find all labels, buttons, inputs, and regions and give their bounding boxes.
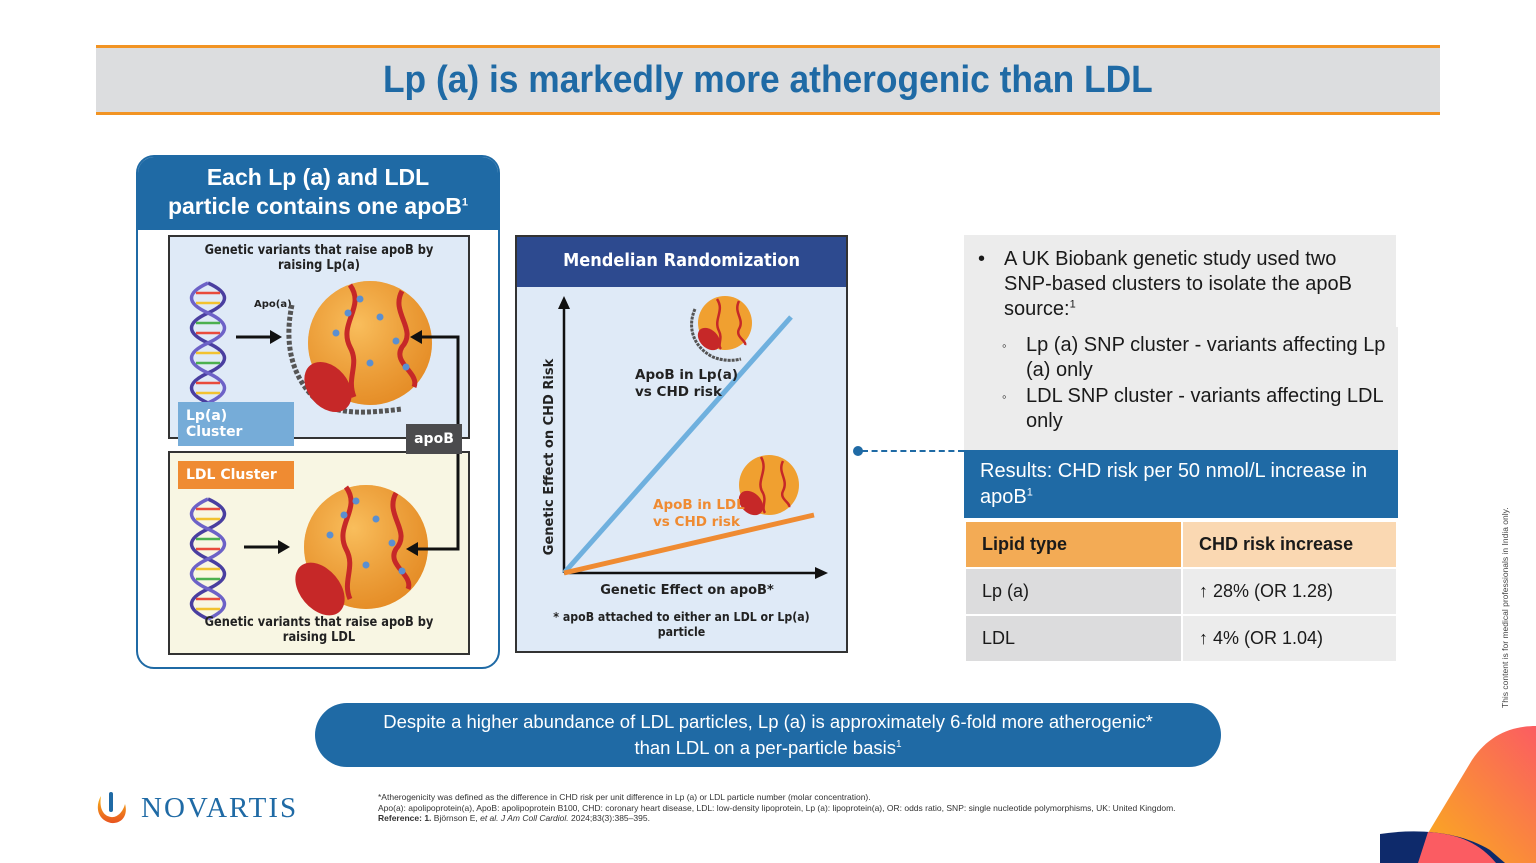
list-item: ◦ LDL SNP cluster - variants affecting L… bbox=[1002, 384, 1392, 434]
ldl-particle-icon bbox=[738, 455, 799, 516]
conclusion-line1: Despite a higher abundance of LDL partic… bbox=[383, 711, 1153, 732]
lpa-line-label-1: ApoB in Lp(a) bbox=[635, 367, 738, 383]
sub-bullet-icon: ◦ bbox=[1002, 338, 1007, 353]
conclusion-banner: Despite a higher abundance of LDL partic… bbox=[315, 703, 1221, 767]
ldl-line-label-2: vs CHD risk bbox=[653, 514, 741, 530]
results-header: Results: CHD risk per 50 nmol/L increase… bbox=[964, 450, 1398, 518]
table-row: LDL ↑ 4% (OR 1.04) bbox=[964, 614, 1398, 663]
cell-risk: ↑ 28% (OR 1.28) bbox=[1181, 567, 1398, 616]
apob-particle-panel: Each Lp (a) and LDL particle contains on… bbox=[136, 155, 500, 669]
study-bullet-sup: 1 bbox=[1069, 298, 1076, 311]
ldl-diagram bbox=[189, 453, 460, 621]
lpa-particle-icon bbox=[690, 296, 752, 362]
ldl-line bbox=[563, 512, 815, 576]
conclusion-sup: 1 bbox=[896, 738, 902, 750]
footnote-reference: Reference: 1. Björnson E, et al. J Am Co… bbox=[378, 813, 650, 823]
novartis-logo: NOVARTIS bbox=[95, 790, 298, 826]
arrow-right-icon bbox=[236, 330, 282, 344]
panel-header-line1: Each Lp (a) and LDL bbox=[206, 164, 430, 190]
ldl-particle-icon bbox=[295, 485, 428, 616]
conclusion-line2: than LDL on a per-particle basis bbox=[634, 737, 896, 758]
study-bullet-text: A UK Biobank genetic study used two SNP-… bbox=[1004, 248, 1352, 320]
bullet-icon: • bbox=[978, 248, 986, 270]
results-header-sup: 1 bbox=[1026, 486, 1033, 499]
dna-helix-icon bbox=[189, 281, 227, 405]
results-header-text: Results: CHD risk per 50 nmol/L increase… bbox=[980, 460, 1368, 508]
lpa-caption: Genetic variants that raise apoB by rais… bbox=[204, 243, 434, 273]
brand-name: NOVARTIS bbox=[141, 791, 299, 824]
lpa-illustration: Genetic variants that raise apoB by rais… bbox=[168, 235, 470, 446]
ldl-illustration: LDL Cluster Genetic variants that raise … bbox=[168, 451, 470, 655]
lpa-line bbox=[562, 315, 793, 575]
cluster-item-ldl: LDL SNP cluster - variants affecting LDL… bbox=[1026, 385, 1383, 432]
panel-header-line2: particle contains one apoB bbox=[167, 193, 462, 219]
mr-header: Mendelian Randomization bbox=[517, 237, 846, 287]
footnotes: *Atherogenicity was defined as the diffe… bbox=[378, 792, 1176, 824]
table-row: Lp (a) ↑ 28% (OR 1.28) bbox=[964, 567, 1398, 616]
mr-plot: ApoB in Lp(a) vs CHD risk ApoB in LDL vs… bbox=[542, 296, 828, 598]
dna-helix-icon bbox=[189, 497, 227, 621]
panel-header-sup: 1 bbox=[461, 196, 469, 209]
x-axis-label: Genetic Effect on apoB* bbox=[600, 583, 774, 598]
lpa-line-label-2: vs CHD risk bbox=[635, 384, 723, 400]
connector-line bbox=[862, 450, 964, 452]
slide-title: Lp (a) is markedly more atherogenic than… bbox=[383, 58, 1153, 101]
cell-lipid: LDL bbox=[964, 614, 1183, 663]
cluster-list: ◦ Lp (a) SNP cluster - variants affectin… bbox=[1002, 333, 1392, 435]
sub-bullet-icon: ◦ bbox=[1002, 389, 1007, 404]
x-axis-arrow bbox=[815, 567, 828, 579]
results-table: Lipid type CHD risk increase Lp (a) ↑ 28… bbox=[964, 520, 1398, 663]
list-item: ◦ Lp (a) SNP cluster - variants affectin… bbox=[1002, 333, 1392, 383]
apo-a-label: Apo(a) bbox=[254, 299, 292, 310]
cluster-item-lpa: Lp (a) SNP cluster - variants affecting … bbox=[1026, 334, 1386, 381]
study-bullet: • A UK Biobank genetic study used two SN… bbox=[978, 247, 1378, 322]
ldl-cluster-tag: LDL Cluster bbox=[178, 461, 294, 489]
decorative-corner-art bbox=[1380, 726, 1536, 863]
apob-tag: apoB bbox=[406, 424, 462, 454]
ldl-caption: Genetic variants that raise apoB by rais… bbox=[204, 615, 434, 645]
column-header-risk: CHD risk increase bbox=[1181, 520, 1398, 569]
y-axis-label: Genetic Effect on CHD Risk bbox=[542, 358, 557, 555]
lpa-cluster-tag: Lp(a) Cluster bbox=[178, 402, 294, 446]
mr-title: Mendelian Randomization bbox=[563, 250, 800, 271]
title-bar: Lp (a) is markedly more atherogenic than… bbox=[96, 45, 1440, 115]
mendelian-randomization-figure: Mendelian Randomization ApoB in Lp(a) vs… bbox=[515, 235, 848, 653]
mr-footnote: * apoB attached to either an LDL or Lp(a… bbox=[553, 609, 810, 639]
novartis-flame-icon bbox=[97, 792, 126, 824]
lpa-diagram: Apo(a) bbox=[189, 281, 460, 437]
column-header-lipid: Lipid type bbox=[964, 520, 1183, 569]
table-header-row: Lipid type CHD risk increase bbox=[964, 520, 1398, 569]
footnote-abbreviations: Apo(a): apolipoprotein(a), ApoB: apolipo… bbox=[378, 802, 1176, 813]
panel-header: Each Lp (a) and LDL particle contains on… bbox=[138, 157, 498, 230]
connector-dot bbox=[853, 446, 863, 456]
footnote-atherogenicity: *Atherogenicity was defined as the diffe… bbox=[378, 792, 871, 802]
arrow-right-icon bbox=[244, 540, 290, 554]
cell-lipid: Lp (a) bbox=[964, 567, 1183, 616]
audience-disclaimer: This content is for medical professional… bbox=[1500, 507, 1510, 708]
study-info-box: • A UK Biobank genetic study used two SN… bbox=[964, 235, 1398, 450]
ldl-line-label-1: ApoB in LDL bbox=[653, 497, 745, 513]
cell-risk: ↑ 4% (OR 1.04) bbox=[1181, 614, 1398, 663]
lpa-particle-icon bbox=[286, 281, 432, 415]
y-axis-arrow bbox=[558, 296, 570, 309]
